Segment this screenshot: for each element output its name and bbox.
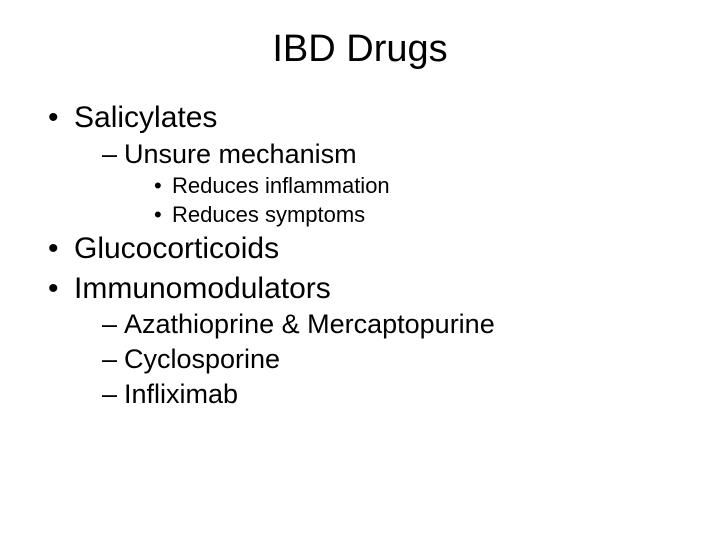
list-item: Salicylates Unsure mechanism Reduces inf… (44, 99, 680, 228)
list-item: Infliximab (102, 378, 680, 412)
bullet-list-level2: Azathioprine & Mercaptopurine Cyclospori… (74, 308, 680, 411)
list-item: Glucocorticoids (44, 230, 680, 268)
bullet-text: Reduces inflammation (172, 173, 390, 198)
list-item: Unsure mechanism Reduces inflammation Re… (102, 138, 680, 229)
bullet-text: Cyclosporine (124, 344, 280, 374)
bullet-list-level2: Unsure mechanism Reduces inflammation Re… (74, 138, 680, 229)
bullet-text: Salicylates (74, 101, 217, 134)
bullet-text: Azathioprine & Mercaptopurine (124, 309, 495, 339)
list-item: Cyclosporine (102, 343, 680, 377)
bullet-text: Infliximab (124, 379, 238, 409)
bullet-text: Glucocorticoids (74, 232, 279, 265)
bullet-list-level3: Reduces inflammation Reduces symptoms (124, 172, 680, 228)
list-item: Reduces symptoms (152, 201, 680, 229)
bullet-text: Immunomodulators (74, 272, 331, 305)
bullet-text: Reduces symptoms (172, 202, 365, 227)
bullet-text: Unsure mechanism (124, 139, 357, 169)
slide: IBD Drugs Salicylates Unsure mechanism R… (0, 0, 720, 540)
list-item: Immunomodulators Azathioprine & Mercapto… (44, 270, 680, 412)
list-item: Reduces inflammation (152, 172, 680, 200)
bullet-list-level1: Salicylates Unsure mechanism Reduces inf… (40, 99, 680, 412)
slide-title: IBD Drugs (40, 28, 680, 71)
list-item: Azathioprine & Mercaptopurine (102, 308, 680, 342)
